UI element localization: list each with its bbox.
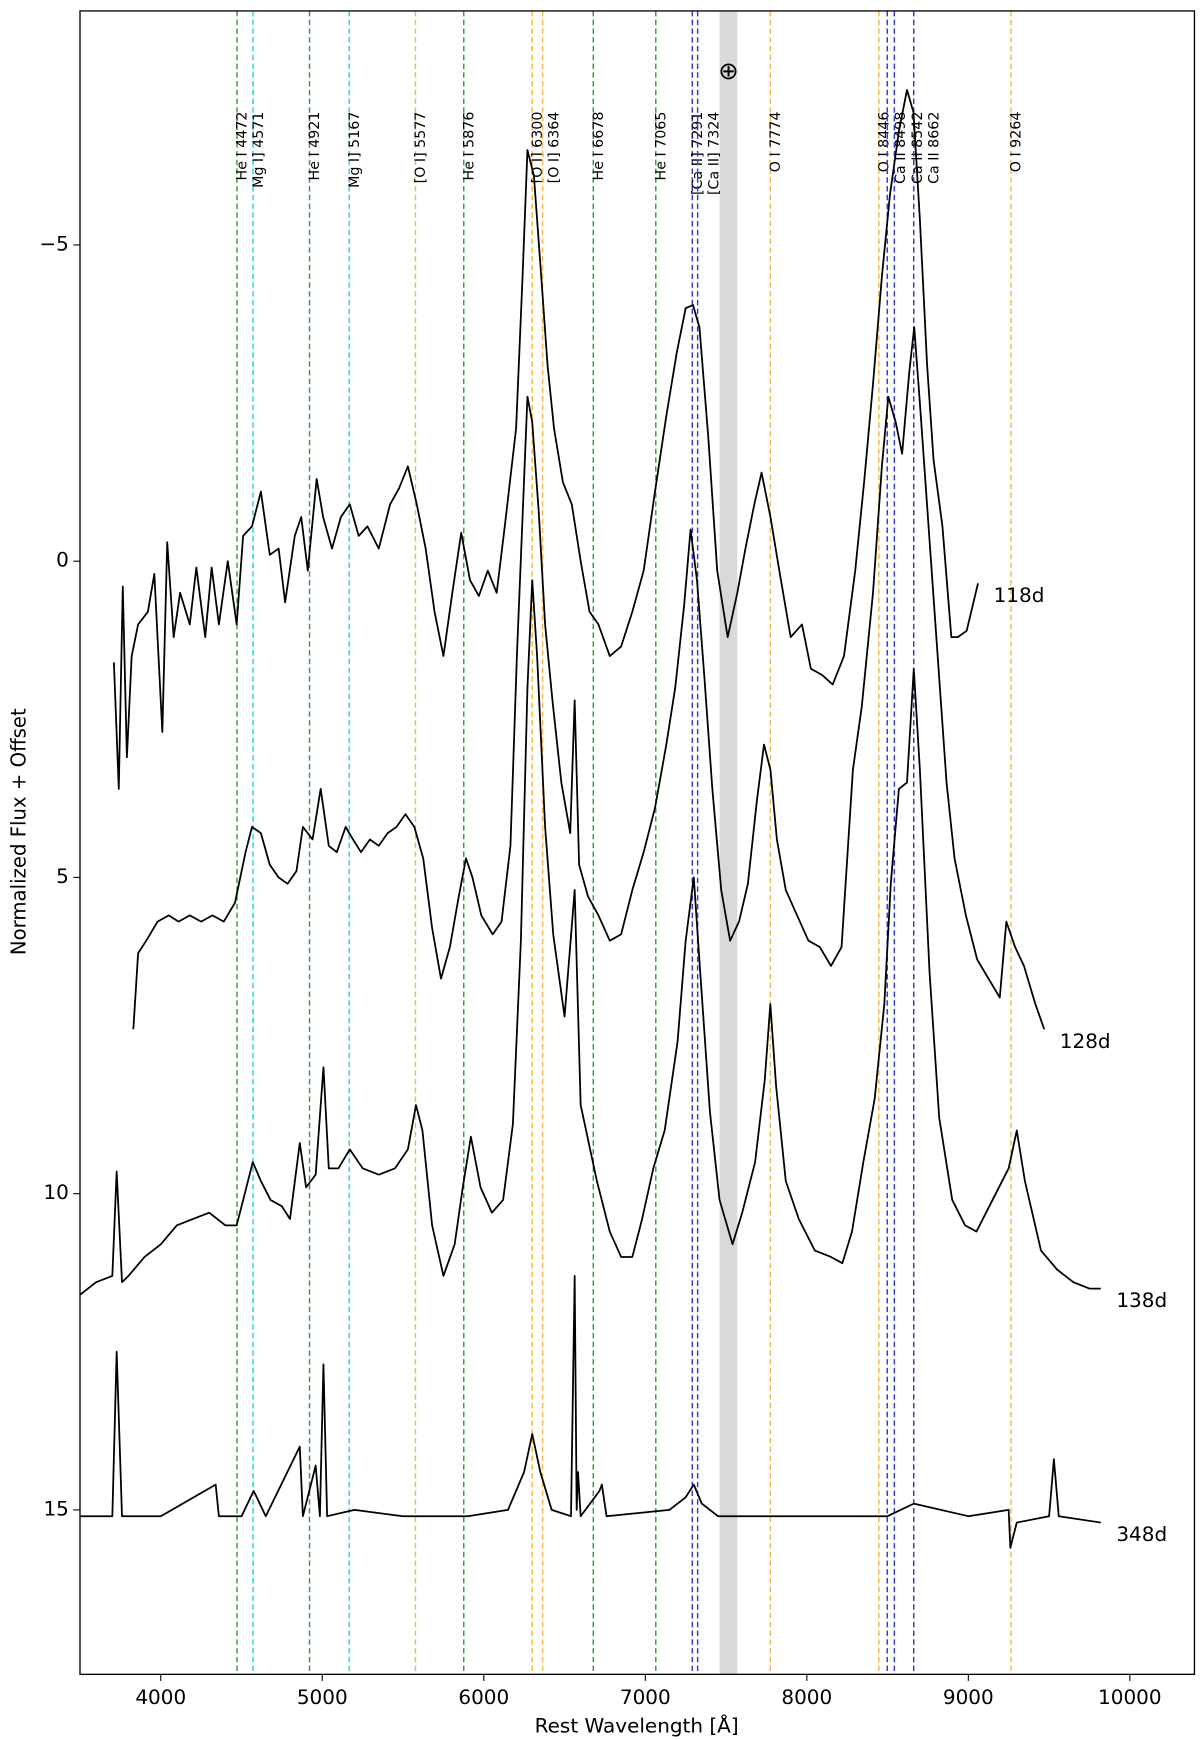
y-tick-label: −5: [39, 233, 68, 256]
x-tick-label: 6000: [458, 1686, 509, 1709]
spectrum-line: [132, 326, 1046, 1030]
line-label: O I 8446: [876, 112, 892, 173]
line-label: He I 6678: [591, 112, 607, 181]
x-tick-label: 9000: [943, 1686, 994, 1709]
y-tick-label: 5: [56, 865, 69, 888]
telluric-band: [719, 10, 738, 1675]
series-label: 138d: [1116, 1289, 1167, 1312]
line-label: Mg I] 4571: [251, 112, 267, 188]
spectrum-line: [79, 579, 1101, 1296]
line-label: Ca II 8498: [893, 112, 909, 184]
x-tick-label: 5000: [297, 1686, 348, 1709]
y-axis-label: Normalized Flux + Offset: [7, 708, 30, 955]
y-tick-label: 15: [43, 1497, 68, 1520]
line-label: [O I] 6300: [530, 112, 546, 184]
x-axis-label: Rest Wavelength [Å]: [535, 1714, 739, 1737]
line-label: [Ca II] 7324: [706, 112, 722, 195]
series-label: 118d: [994, 584, 1045, 607]
line-label: He I 4472: [234, 112, 250, 181]
x-tick-label: 8000: [781, 1686, 832, 1709]
line-label: Mg I] 5167: [347, 112, 363, 188]
y-tick-label: 10: [43, 1181, 68, 1204]
x-tick-label: 10000: [1098, 1686, 1162, 1709]
band-label: ⊕: [718, 56, 738, 85]
x-tick-label: 4000: [135, 1686, 186, 1709]
x-tick-label: 7000: [620, 1686, 671, 1709]
line-label: O I 9264: [1008, 112, 1024, 173]
y-tick-label: 0: [56, 549, 69, 572]
spectrum-line: [113, 89, 979, 790]
line-label: He I 7065: [653, 112, 669, 181]
spectrum-line: [80, 1275, 1101, 1549]
line-label: He I 4921: [307, 112, 323, 181]
line-label: [O I] 5577: [413, 112, 429, 184]
series-label: 348d: [1116, 1523, 1167, 1546]
series-label: 128d: [1060, 1030, 1111, 1053]
line-label: O I 7774: [768, 112, 784, 173]
line-label: He I 5876: [461, 112, 477, 181]
line-label: Ca II 8662: [926, 112, 942, 184]
plot-frame: [79, 10, 1196, 1675]
line-label: [O I] 6364: [546, 112, 562, 184]
